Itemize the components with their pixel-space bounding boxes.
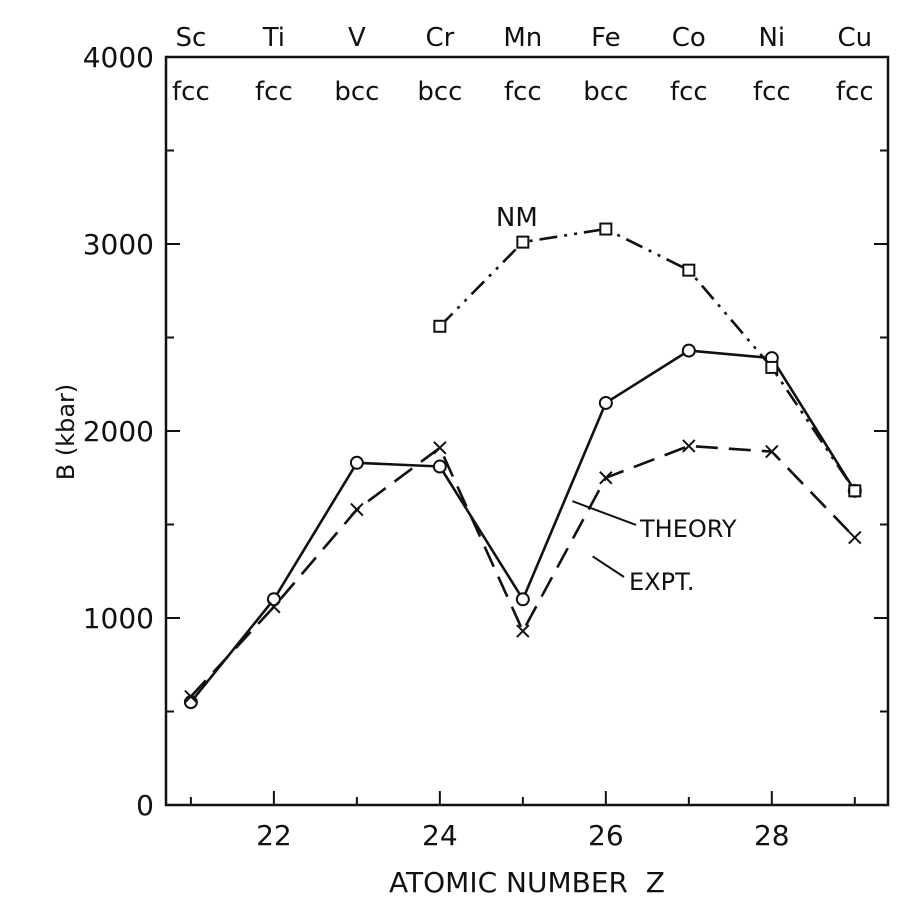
element-symbol-label: Mn — [503, 23, 542, 53]
annotations: NM THEORY EXPT. — [496, 203, 737, 596]
plot-frame — [164, 55, 890, 807]
series-point-circle — [598, 395, 613, 410]
crystal-structure-label: fcc — [836, 77, 874, 107]
element-symbol-label: Cr — [425, 23, 454, 53]
crystal-structure-label: bcc — [583, 77, 628, 107]
series-point-circle — [349, 455, 364, 470]
series-point-cross — [184, 689, 198, 704]
theory-pointer-line — [571, 500, 637, 526]
x-tick-label: 28 — [754, 819, 790, 852]
y-tick-label: 2000 — [83, 415, 154, 448]
y-tick-label: 4000 — [83, 41, 154, 74]
crystal-structure-label: fcc — [753, 77, 791, 107]
series-line — [189, 444, 856, 698]
series-point-square — [516, 235, 530, 249]
element-symbol-label: Ni — [758, 23, 785, 53]
y-tick-label: 3000 — [83, 228, 154, 261]
element-symbol-label: Cu — [837, 23, 872, 53]
series-point-cross — [350, 502, 364, 517]
series-point-square — [765, 360, 779, 374]
series-point-cross — [682, 439, 696, 453]
series-point-cross — [765, 444, 779, 459]
expt-pointer-line — [592, 555, 625, 578]
axis-ticks: 22 24 26 28 0 1000 2000 3000 4000 — [83, 41, 888, 852]
series-point-square — [848, 484, 862, 498]
series-layer — [183, 222, 862, 710]
element-symbol-label: Co — [672, 23, 706, 53]
series-point-square — [433, 319, 447, 333]
series-line — [438, 227, 856, 492]
crystal-structure-label: fcc — [172, 77, 210, 107]
crystal-structure-label: bcc — [417, 77, 462, 107]
series-point-cross — [599, 471, 613, 485]
series-point-square — [599, 222, 613, 236]
x-tick-label: 22 — [256, 819, 292, 852]
series-line — [189, 349, 856, 703]
y-axis-label: B (kbar) — [52, 384, 80, 481]
series-point-circle — [681, 343, 696, 358]
series-point-cross — [516, 624, 530, 638]
element-symbol-label: Ti — [262, 23, 285, 53]
series-label-expt: EXPT. — [629, 568, 695, 596]
series-label-theory: THEORY — [639, 515, 737, 543]
x-axis-label: ATOMIC NUMBER Z — [389, 866, 665, 899]
crystal-structure-label: fcc — [670, 77, 708, 107]
y-tick-label: 1000 — [83, 602, 154, 635]
x-tick-label: 24 — [422, 819, 458, 852]
series-point-circle — [266, 592, 281, 607]
x-tick-label: 26 — [588, 819, 624, 852]
series-label-nm: NM — [496, 203, 538, 233]
series-point-cross — [848, 530, 862, 545]
element-symbol-label: Fe — [591, 23, 621, 53]
series-point-circle — [515, 592, 530, 607]
crystal-structure-label: fcc — [504, 77, 542, 107]
crystal-structure-label: bcc — [334, 77, 379, 107]
series-point-circle — [432, 459, 447, 474]
series-point-cross — [433, 441, 447, 455]
y-tick-label: 0 — [136, 789, 154, 822]
series-point-square — [682, 263, 696, 277]
crystal-structure-label: fcc — [255, 77, 293, 107]
element-symbol-label: Sc — [175, 23, 206, 53]
series-point-cross — [267, 600, 281, 614]
element-symbol-label: V — [348, 23, 366, 53]
